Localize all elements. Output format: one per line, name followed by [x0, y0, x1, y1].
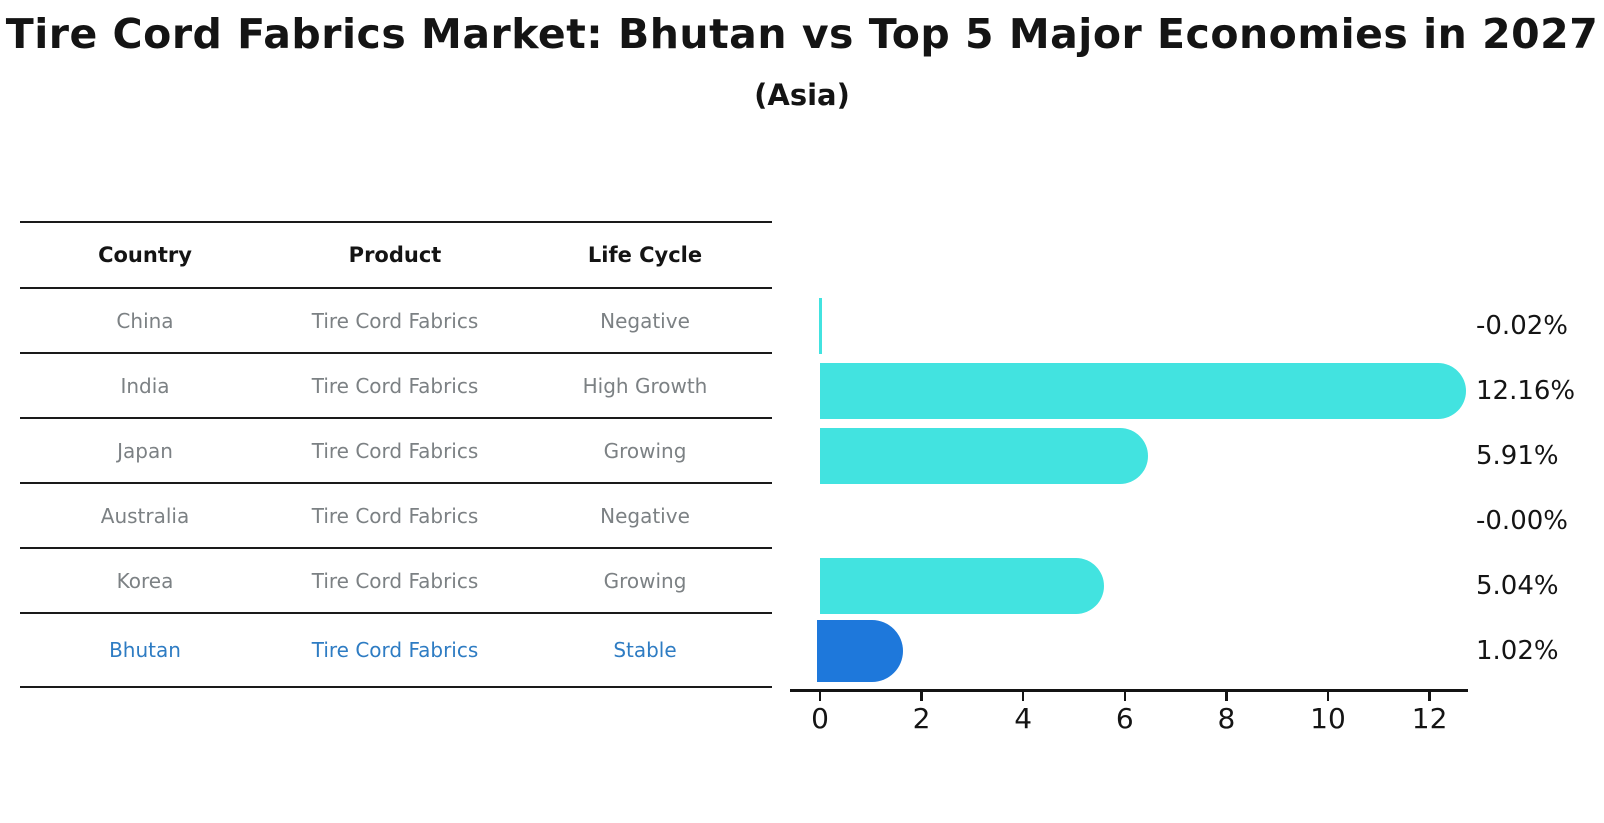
cell-life_cycle: High Growth — [582, 373, 708, 398]
x-tick-label: 12 — [1411, 702, 1448, 735]
bar-china — [819, 297, 822, 354]
cell-life_cycle: Negative — [600, 503, 690, 528]
cell-product: Tire Cord Fabrics — [311, 373, 479, 398]
cell-country: Bhutan — [109, 638, 181, 662]
value-label-bhutan: 1.02% — [1476, 636, 1559, 666]
bar-korea — [820, 557, 1105, 614]
cell-country: Japan — [117, 438, 173, 463]
table-row-line — [20, 686, 772, 688]
cell-country: Australia — [100, 503, 190, 528]
cell-life_cycle: Negative — [600, 308, 690, 333]
value-label-japan: 5.91% — [1476, 440, 1559, 471]
x-tick-label: 10 — [1310, 702, 1346, 735]
x-tick-label: 6 — [1115, 702, 1134, 735]
column-header-country: Country — [98, 243, 192, 267]
cell-product: Tire Cord Fabrics — [311, 438, 479, 463]
x-tick-label: 2 — [912, 702, 931, 735]
table-row-line — [20, 547, 772, 549]
x-axis-tick — [1225, 691, 1228, 701]
cell-product: Tire Cord Fabrics — [311, 308, 479, 333]
value-label-korea: 5.04% — [1476, 570, 1559, 601]
table-row-line — [20, 482, 772, 484]
x-axis-tick — [920, 691, 923, 701]
x-axis-tick — [1326, 691, 1330, 701]
x-axis-tick — [1123, 691, 1127, 701]
cell-product: Tire Cord Fabrics — [311, 638, 479, 662]
table-row-line — [20, 221, 772, 223]
cell-product: Tire Cord Fabrics — [311, 503, 479, 528]
bar-bhutan — [817, 620, 903, 682]
cell-country: Korea — [116, 568, 174, 593]
cell-life_cycle: Stable — [613, 638, 677, 662]
cell-country: India — [120, 373, 170, 398]
column-header-life-cycle: Life Cycle — [587, 243, 703, 267]
x-tick-label: 8 — [1217, 702, 1236, 735]
chart-subtitle: (Asia) — [754, 78, 850, 112]
x-axis-tick — [1021, 691, 1025, 701]
value-label-india: 12.16% — [1476, 375, 1576, 406]
column-header-product: Product — [348, 243, 442, 267]
x-tick-label: 0 — [811, 702, 829, 735]
x-axis-line — [790, 688, 1468, 692]
cell-life_cycle: Growing — [603, 438, 687, 463]
table-row-line — [20, 287, 772, 289]
x-axis-tick — [1428, 691, 1431, 701]
x-tick-label: 4 — [1014, 702, 1033, 735]
x-axis-tick — [818, 691, 822, 701]
value-label-china: -0.02% — [1476, 310, 1568, 341]
cell-life_cycle: Growing — [603, 568, 687, 593]
chart-title: Tire Cord Fabrics Market: Bhutan vs Top … — [5, 10, 1599, 58]
cell-country: China — [116, 308, 174, 333]
table-row-line — [20, 612, 772, 614]
bar-japan — [820, 427, 1149, 484]
value-label-australia: -0.00% — [1476, 505, 1568, 536]
bar-india — [820, 362, 1466, 419]
table-row-line — [20, 352, 772, 354]
cell-product: Tire Cord Fabrics — [311, 568, 479, 593]
table-row-line — [20, 417, 772, 419]
